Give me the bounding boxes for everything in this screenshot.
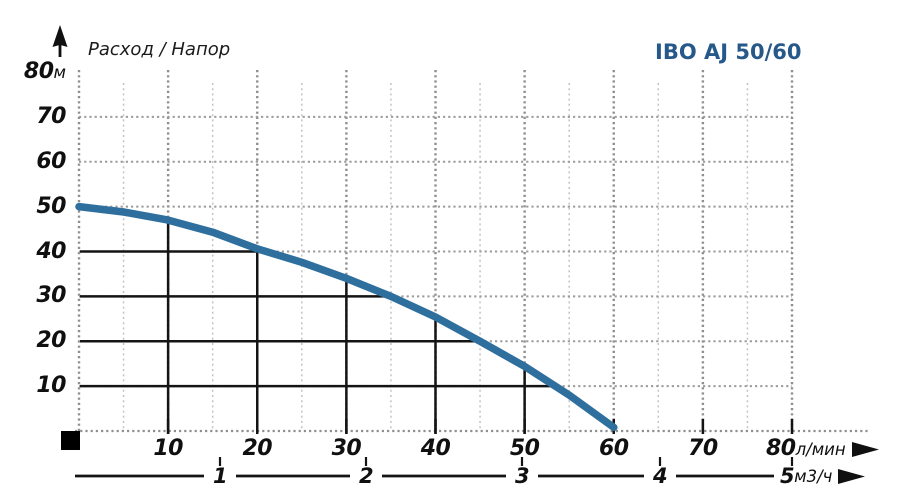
- y-tick-label: 80м: [23, 59, 66, 84]
- secondary-axis-end-label: 5 м3/ч: [780, 463, 866, 489]
- chart-title: IBO AJ 50/60: [655, 40, 802, 64]
- y-tick-label: 50: [36, 193, 66, 219]
- y-tick-label: 70: [36, 103, 66, 129]
- y-tick-label: 10: [36, 373, 66, 399]
- x-unit-secondary-label: м3/ч: [794, 466, 833, 486]
- x-tick-label: 60: [598, 436, 629, 461]
- origin-square: [61, 431, 80, 450]
- secondary-tick-label: 2: [358, 464, 374, 488]
- pump-curve: [75, 202, 618, 432]
- x-tick-label: 30: [331, 436, 362, 461]
- right-arrow-icon: [838, 468, 866, 484]
- secondary-tick-label: 3: [514, 464, 530, 488]
- x-tick-label: 70: [688, 436, 718, 461]
- x-tick-label: 40: [420, 436, 451, 461]
- x-tick-label: 80: [766, 436, 796, 461]
- right-arrow-icon: [851, 441, 879, 457]
- x-tick-label: 50: [509, 436, 540, 461]
- x-tick-label: 20: [242, 436, 273, 461]
- up-arrow-icon: [52, 25, 68, 57]
- secondary-tick-label: 1: [212, 464, 228, 488]
- axis-title: Расход / Напор: [88, 39, 231, 60]
- x-unit-primary-label: л/мин: [795, 439, 846, 459]
- y-unit-label: м: [53, 63, 66, 82]
- secondary-tick-label: 4: [652, 464, 668, 488]
- y-tick-label: 60: [36, 148, 66, 174]
- y-tick-label: 40: [36, 238, 66, 264]
- x-axis-end-label: 80 л/мин: [766, 436, 879, 462]
- secondary-tick-label: 5: [780, 464, 795, 488]
- y-tick-label: 30: [36, 283, 66, 309]
- y-tick-label: 20: [36, 328, 66, 354]
- x-tick-label: 10: [153, 436, 183, 461]
